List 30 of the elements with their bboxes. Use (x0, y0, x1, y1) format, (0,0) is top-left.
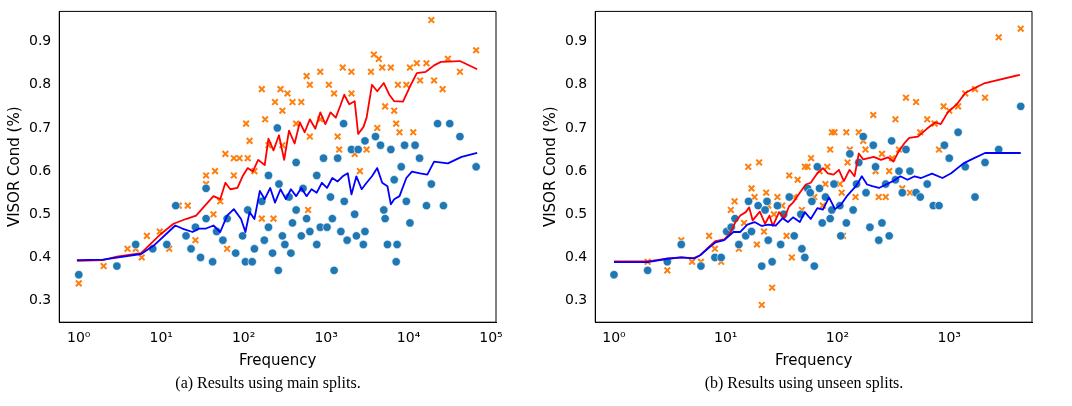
y-tick-label: 0.3 (565, 291, 588, 308)
x-tick-label: 10⁵ (479, 329, 503, 346)
x-tick-label: 10¹ (149, 329, 173, 346)
text: (b) Results using unseen splits. (703, 374, 905, 392)
x-tick-label: 10⁴ (396, 329, 421, 346)
y-tick-label: 0.5 (29, 204, 52, 221)
y-tick-label: 0.8 (565, 75, 588, 92)
y-tick-label: 0.5 (565, 204, 588, 221)
y-tick-label: 0.7 (29, 118, 52, 135)
y-axis-title: VISOR Cond (%) (4, 106, 23, 228)
y-tick-label: 0.4 (29, 248, 52, 265)
x-tick-label: 10³ (937, 329, 961, 346)
y-tick-label: 0.6 (565, 161, 588, 178)
x-tick-label: 10¹ (714, 329, 738, 346)
x-axis-title: Frequency (774, 350, 853, 369)
x-tick-label: 10³ (314, 329, 338, 346)
x-tick-label: 10⁰ (67, 329, 91, 346)
text: (a) Results using main splits. (174, 374, 362, 392)
y-tick-label: 0.6 (29, 161, 52, 178)
y-tick-label: 0.9 (29, 32, 52, 49)
y-tick-label: 0.4 (565, 248, 588, 265)
y-tick-label: 0.8 (29, 75, 52, 92)
y-axis-title: VISOR Cond (%) (540, 106, 559, 228)
x-tick-label: 10² (825, 329, 850, 346)
x-tick-label: 10² (231, 329, 256, 346)
x-tick-label: 10⁰ (602, 329, 627, 346)
x-axis-title: Frequency (238, 350, 317, 369)
y-tick-label: 0.7 (565, 118, 588, 135)
y-tick-label: 0.9 (565, 32, 588, 49)
y-tick-label: 0.3 (29, 291, 52, 308)
